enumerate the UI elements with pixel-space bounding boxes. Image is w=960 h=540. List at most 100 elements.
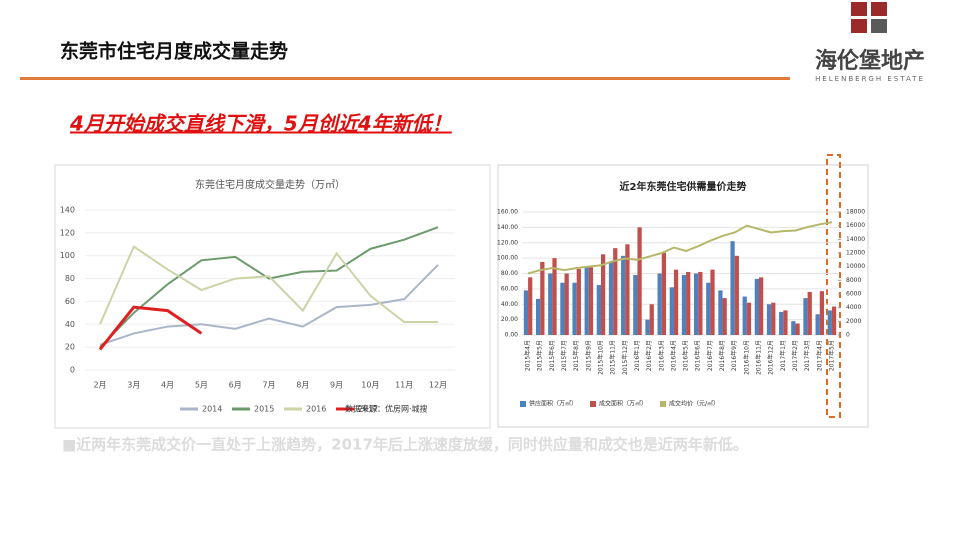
y-tick-label: 40	[65, 320, 75, 329]
bar	[548, 273, 553, 335]
legend-label: 2016	[306, 405, 326, 414]
x-tick-label: 2016年3月	[657, 340, 665, 371]
y-tick-label: 20.00	[501, 316, 518, 323]
x-tick-label: 11月	[395, 381, 413, 390]
legend-swatch	[660, 401, 666, 407]
x-tick-label: 3月	[127, 381, 140, 390]
bar	[645, 319, 650, 335]
x-tick-label: 2016年5月	[682, 340, 690, 371]
x-tick-label: 2016年7月	[706, 340, 714, 371]
bar	[698, 271, 703, 335]
legend-label: 供应面积（万㎡）	[529, 400, 577, 408]
x-tick-label: 2016年2月	[645, 340, 653, 371]
bar	[779, 311, 784, 335]
x-tick-label: 2017年3月	[803, 340, 811, 371]
y2-tick-label: 12000	[846, 250, 865, 257]
y2-tick-label: 4000	[846, 304, 861, 311]
bar	[596, 285, 601, 335]
bar	[657, 273, 662, 335]
bar	[560, 282, 565, 335]
x-tick-label: 2016年8月	[718, 340, 726, 371]
bar	[803, 298, 808, 335]
x-tick-label: 2016年10月	[742, 340, 750, 375]
y2-tick-label: 16000	[846, 222, 865, 229]
y-tick-label: 140	[60, 206, 75, 215]
x-tick-label: 2015年4月	[524, 340, 532, 371]
x-tick-label: 2016年11月	[755, 340, 763, 375]
chart-frame	[54, 164, 491, 429]
y-tick-label: 20	[65, 343, 75, 352]
bar	[649, 304, 654, 335]
y-tick-label: 160.00	[497, 209, 518, 216]
logo-text: 海伦堡地产	[815, 48, 925, 74]
line	[99, 245, 438, 325]
legend-label: 成交均价（元/㎡）	[669, 400, 719, 408]
bar	[673, 269, 679, 335]
x-tick-label: 2015年5月	[536, 340, 544, 371]
title-rule	[20, 77, 790, 80]
x-tick-label: 2016年9月	[730, 340, 738, 371]
y2-tick-label: 6000	[846, 291, 861, 298]
y-tick-label: 120	[60, 228, 75, 237]
line	[99, 226, 439, 348]
x-tick-label: 9月	[330, 381, 343, 390]
bar	[588, 267, 594, 335]
bar	[827, 310, 832, 335]
bar	[564, 273, 569, 335]
logo: 海伦堡地产 HELENBERGH ESTATE	[815, 2, 925, 83]
x-tick-label: 2016年4月	[669, 340, 677, 371]
x-tick-label: 2月	[93, 381, 106, 390]
bar	[686, 271, 691, 335]
bar	[710, 269, 715, 335]
bar	[681, 275, 687, 335]
bar	[576, 268, 581, 335]
note: ■近两年东莞成交价一直处于上涨趋势，2017年后上涨速度放缓，同时供应量和成交也…	[62, 436, 748, 454]
y-tick-label: 40.00	[501, 301, 518, 308]
bar	[807, 291, 812, 335]
headline: 4月开始成交直线下滑，5月创近4年新低！	[69, 112, 452, 136]
slide-title: 东莞市住宅月度成交量走势	[60, 40, 288, 63]
y-tick-label: 100.00	[497, 255, 518, 262]
bar	[601, 254, 606, 335]
bar	[633, 275, 638, 335]
bar	[783, 310, 788, 335]
bar	[734, 255, 739, 335]
bar	[791, 321, 796, 335]
bar	[523, 290, 529, 335]
y-tick-label: 0	[70, 366, 75, 375]
bar	[759, 277, 764, 335]
x-tick-label: 2016年6月	[694, 340, 702, 371]
x-tick-label: 6月	[229, 381, 242, 390]
x-tick-label: 4月	[161, 381, 174, 390]
y-tick-label: 60	[65, 297, 75, 306]
x-tick-label: 2015年8月	[572, 340, 580, 371]
x-tick-label: 2016年1月	[633, 340, 641, 371]
x-tick-label: 8月	[296, 381, 309, 390]
line	[527, 221, 833, 275]
bar	[831, 306, 837, 335]
y2-tick-label: 2000	[846, 318, 861, 325]
x-tick-label: 7月	[262, 381, 275, 390]
x-tick-label: 2017年5月	[827, 340, 835, 371]
bar	[706, 282, 711, 335]
legend-swatch	[520, 401, 526, 407]
legend-label: 2017	[358, 405, 378, 414]
y-tick-label: 0.00	[505, 332, 519, 339]
x-tick-label: 2016年12月	[767, 340, 775, 375]
x-tick-label: 10月	[361, 381, 379, 390]
highlight-box	[826, 154, 841, 418]
bar	[552, 258, 557, 335]
bar	[819, 291, 825, 335]
bar	[637, 227, 642, 335]
x-tick-label: 2015年9月	[584, 340, 592, 371]
x-tick-label: 2015年10月	[597, 340, 605, 375]
bar	[540, 261, 545, 335]
y-tick-label: 100	[60, 251, 75, 260]
x-tick-label: 12月	[429, 381, 447, 390]
bar	[746, 302, 752, 335]
x-tick-label: 2015年12月	[621, 340, 629, 375]
bar	[766, 304, 772, 335]
bar	[754, 278, 759, 335]
y2-tick-label: 14000	[846, 236, 865, 243]
